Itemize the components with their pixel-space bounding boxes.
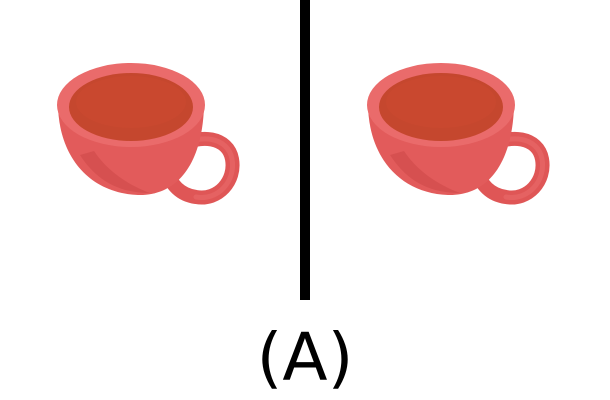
right-panel (310, 0, 610, 300)
divider-line (300, 0, 310, 300)
left-panel (0, 0, 300, 300)
cup-icon (367, 63, 550, 205)
cup-icon (57, 63, 240, 205)
teacup-right (367, 63, 550, 205)
teacup-left (57, 63, 240, 205)
caption-label: (A) (256, 319, 354, 396)
